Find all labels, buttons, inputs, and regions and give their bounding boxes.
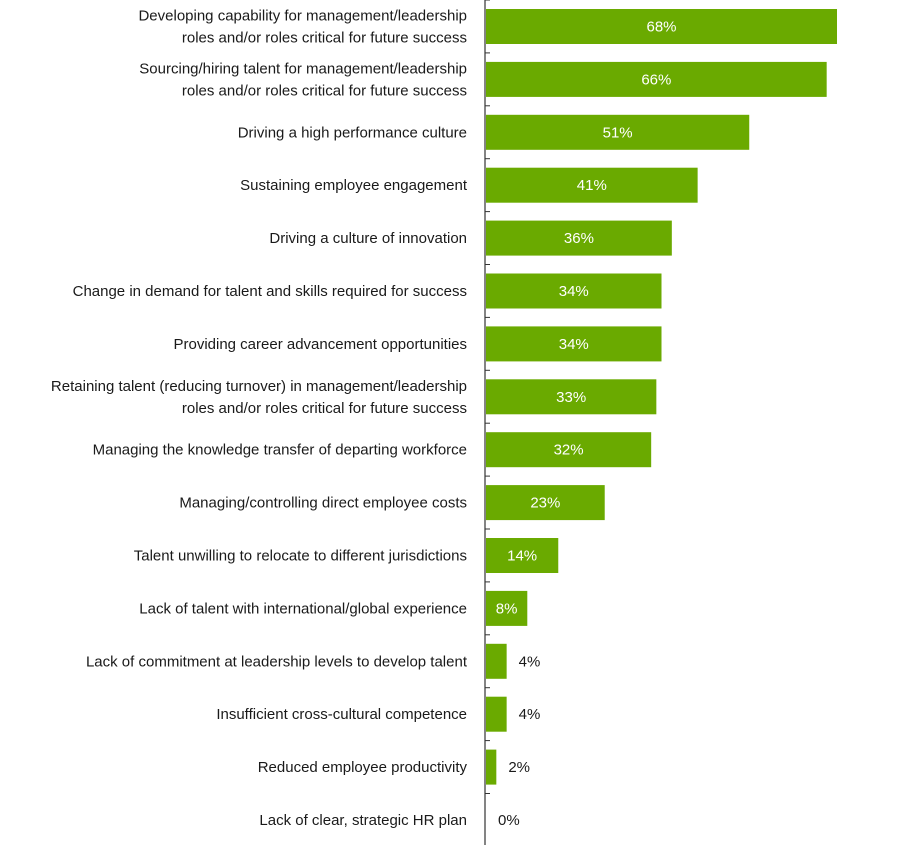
category-label: Developing capability for management/lea… — [138, 8, 467, 47]
data-label: 66% — [641, 71, 671, 88]
bar — [486, 114, 750, 150]
bar — [486, 167, 698, 203]
bar — [486, 379, 657, 415]
data-label: 8% — [496, 600, 518, 617]
category-label: Providing career advancement opportuniti… — [173, 336, 467, 353]
data-label: 23% — [530, 495, 560, 512]
data-label: 33% — [556, 389, 586, 406]
data-label: 2% — [508, 759, 530, 776]
bar — [486, 9, 837, 44]
bar — [486, 432, 652, 468]
data-label: 68% — [646, 19, 676, 36]
data-label: 0% — [498, 812, 520, 829]
category-label: Reduced employee productivity — [258, 759, 468, 776]
bar — [486, 326, 662, 362]
category-label: Managing the knowledge transfer of depar… — [93, 442, 467, 459]
category-label: Lack of clear, strategic HR plan — [259, 812, 467, 829]
data-label: 34% — [559, 283, 589, 300]
bar — [486, 643, 507, 679]
data-label: 34% — [559, 336, 589, 353]
data-label: 4% — [519, 653, 541, 670]
category-label: Driving a culture of innovation — [269, 230, 467, 247]
data-label: 36% — [564, 230, 594, 247]
bar — [486, 538, 559, 573]
bar — [486, 485, 605, 521]
category-label: Sustaining employee engagement — [240, 177, 468, 194]
category-label: Retaining talent (reducing turnover) in … — [51, 378, 467, 417]
data-label: 41% — [577, 177, 607, 194]
category-label: Lack of commitment at leadership levels … — [86, 653, 468, 670]
category-label: Driving a high performance culture — [238, 124, 467, 141]
category-label: Change in demand for talent and skills r… — [73, 283, 467, 300]
data-label: 51% — [603, 124, 633, 141]
bar — [486, 590, 528, 626]
bar — [486, 220, 672, 256]
bar — [486, 61, 827, 97]
category-label: Insufficient cross-cultural competence — [216, 706, 467, 723]
category-label: Managing/controlling direct employee cos… — [179, 495, 467, 512]
category-label: Lack of talent with international/global… — [139, 600, 467, 617]
data-label: 32% — [554, 442, 584, 459]
category-label: Talent unwilling to relocate to differen… — [134, 548, 467, 565]
bar — [486, 696, 507, 732]
bar — [486, 273, 662, 309]
data-label: 4% — [519, 706, 541, 723]
bar — [486, 749, 497, 785]
data-label: 14% — [507, 548, 537, 565]
category-label: Sourcing/hiring talent for management/le… — [139, 60, 467, 99]
